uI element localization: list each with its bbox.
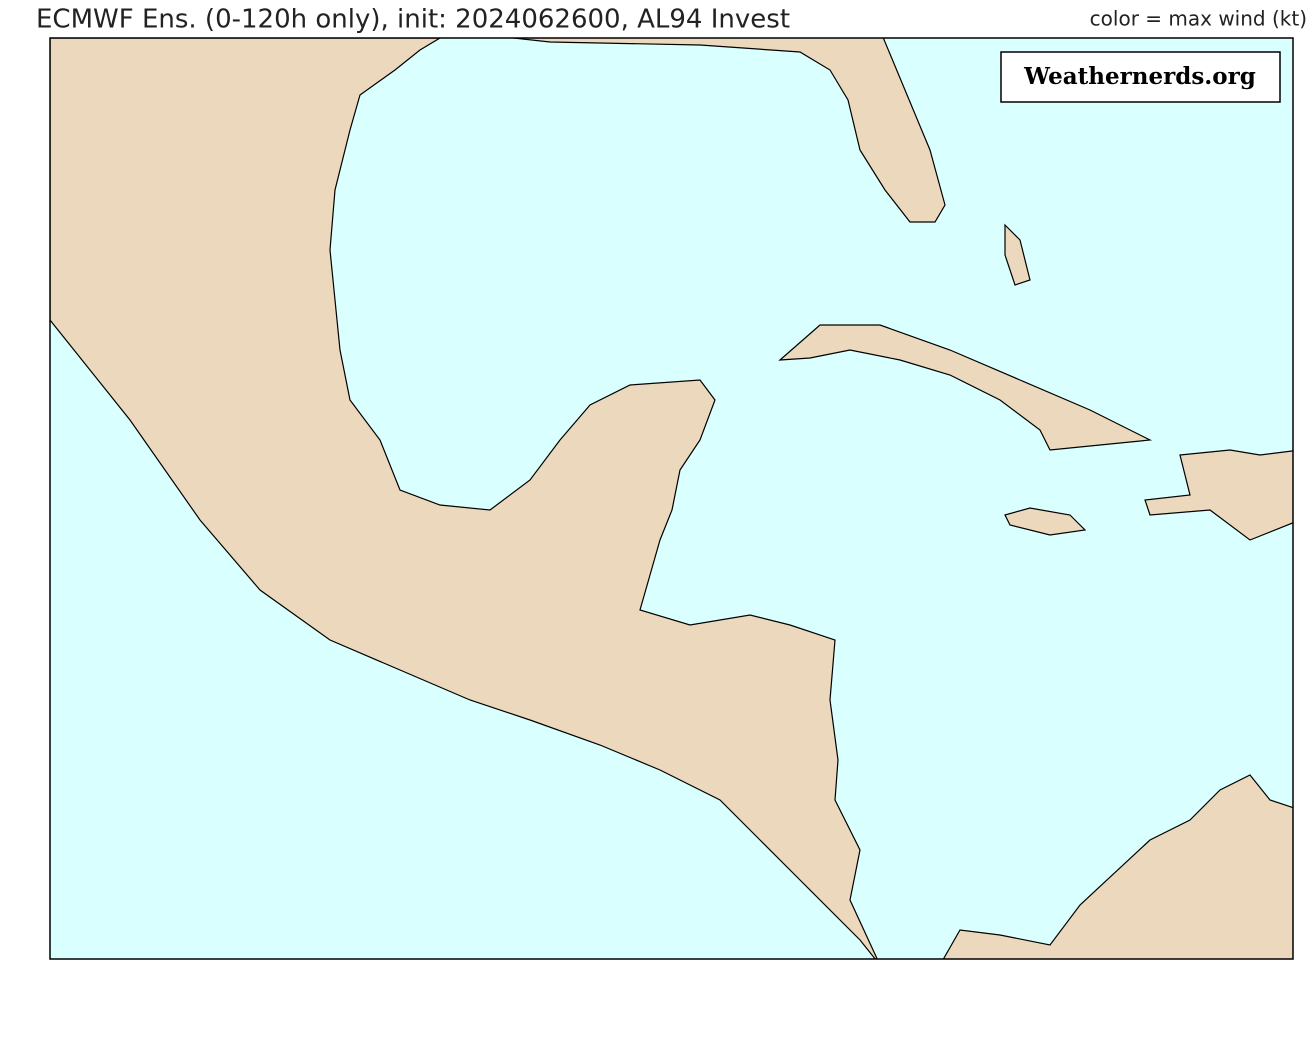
watermark-box	[1000, 51, 1281, 103]
map-frame	[49, 37, 1294, 960]
legend-title: color = max wind (kt)	[1090, 7, 1307, 31]
land	[50, 38, 1293, 959]
watermark: Weathernerds.org	[1023, 63, 1256, 90]
map-title: ECMWF Ens. (0-120h only), init: 20240626…	[36, 5, 790, 35]
